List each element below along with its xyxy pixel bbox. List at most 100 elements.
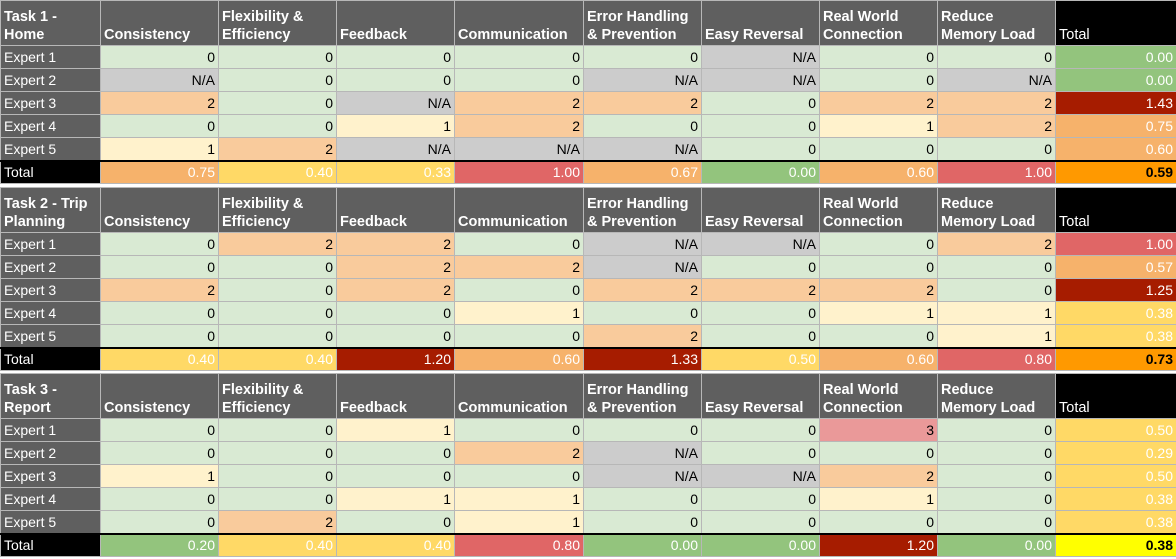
score-cell[interactable]: N/A xyxy=(454,137,584,161)
score-cell[interactable]: 2 xyxy=(937,114,1056,138)
row-total-cell[interactable]: 0.38 xyxy=(1055,301,1176,325)
score-cell[interactable]: 0 xyxy=(336,510,455,534)
score-cell[interactable]: 1 xyxy=(937,301,1056,325)
score-cell[interactable]: 2 xyxy=(100,278,219,302)
row-total-cell[interactable]: 0.38 xyxy=(1055,487,1176,511)
score-cell[interactable]: 0 xyxy=(819,255,938,279)
score-cell[interactable]: 0 xyxy=(583,487,702,511)
score-cell[interactable]: N/A xyxy=(100,68,219,92)
score-cell[interactable]: 2 xyxy=(819,278,938,302)
score-cell[interactable]: 2 xyxy=(819,464,938,488)
score-cell[interactable]: 0 xyxy=(701,510,820,534)
row-total-cell[interactable]: 0.60 xyxy=(1055,137,1176,161)
score-cell[interactable]: 0 xyxy=(454,68,584,92)
score-cell[interactable]: 2 xyxy=(454,441,584,465)
score-cell[interactable]: 1 xyxy=(819,301,938,325)
score-cell[interactable]: 0 xyxy=(454,45,584,69)
score-cell[interactable]: 0 xyxy=(937,255,1056,279)
score-cell[interactable]: 0 xyxy=(937,464,1056,488)
column-total-cell[interactable]: 1.20 xyxy=(819,532,938,557)
score-cell[interactable]: 2 xyxy=(937,232,1056,256)
score-cell[interactable]: 0 xyxy=(701,255,820,279)
score-cell[interactable]: 2 xyxy=(583,324,702,348)
column-total-cell[interactable]: 0.00 xyxy=(701,159,820,184)
column-total-cell[interactable]: 0.67 xyxy=(583,159,702,184)
score-cell[interactable]: 0 xyxy=(100,418,219,442)
score-cell[interactable]: 0 xyxy=(218,278,337,302)
score-cell[interactable]: 2 xyxy=(937,91,1056,115)
column-total-cell[interactable]: 1.00 xyxy=(937,159,1056,184)
column-total-cell[interactable]: 0.40 xyxy=(336,532,455,557)
score-cell[interactable]: N/A xyxy=(583,137,702,161)
score-cell[interactable]: 0 xyxy=(454,418,584,442)
column-total-cell[interactable]: 0.00 xyxy=(937,532,1056,557)
score-cell[interactable]: 0 xyxy=(218,464,337,488)
score-cell[interactable]: 0 xyxy=(218,91,337,115)
row-total-cell[interactable]: 0.00 xyxy=(1055,68,1176,92)
score-cell[interactable]: 0 xyxy=(336,441,455,465)
score-cell[interactable]: 0 xyxy=(100,510,219,534)
column-total-cell[interactable]: 0.33 xyxy=(336,159,455,184)
score-cell[interactable]: 2 xyxy=(336,255,455,279)
grand-total-cell[interactable]: 0.59 xyxy=(1055,159,1176,184)
column-total-cell[interactable]: 0.20 xyxy=(100,532,219,557)
score-cell[interactable]: 0 xyxy=(583,510,702,534)
score-cell[interactable]: 0 xyxy=(701,91,820,115)
score-cell[interactable]: N/A xyxy=(336,137,455,161)
score-cell[interactable]: 0 xyxy=(937,278,1056,302)
column-total-cell[interactable]: 0.40 xyxy=(218,532,337,557)
score-cell[interactable]: 0 xyxy=(454,464,584,488)
score-cell[interactable]: 2 xyxy=(218,137,337,161)
score-cell[interactable]: 0 xyxy=(701,418,820,442)
score-cell[interactable]: N/A xyxy=(583,255,702,279)
column-total-cell[interactable]: 0.00 xyxy=(583,532,702,557)
score-cell[interactable]: 2 xyxy=(336,232,455,256)
score-cell[interactable]: 0 xyxy=(336,464,455,488)
score-cell[interactable]: N/A xyxy=(583,441,702,465)
row-total-cell[interactable]: 1.43 xyxy=(1055,91,1176,115)
score-cell[interactable]: 2 xyxy=(218,232,337,256)
row-total-cell[interactable]: 0.57 xyxy=(1055,255,1176,279)
score-cell[interactable]: 0 xyxy=(701,114,820,138)
score-cell[interactable]: 0 xyxy=(100,114,219,138)
row-total-cell[interactable]: 0.50 xyxy=(1055,418,1176,442)
score-cell[interactable]: 0 xyxy=(819,45,938,69)
score-cell[interactable]: N/A xyxy=(937,68,1056,92)
row-total-cell[interactable]: 1.00 xyxy=(1055,232,1176,256)
score-cell[interactable]: 0 xyxy=(218,301,337,325)
score-cell[interactable]: 0 xyxy=(454,324,584,348)
score-cell[interactable]: 2 xyxy=(583,91,702,115)
score-cell[interactable]: 0 xyxy=(819,324,938,348)
score-cell[interactable]: 0 xyxy=(218,324,337,348)
score-cell[interactable]: 0 xyxy=(336,301,455,325)
score-cell[interactable]: 0 xyxy=(937,137,1056,161)
score-cell[interactable]: 0 xyxy=(701,441,820,465)
score-cell[interactable]: 0 xyxy=(218,114,337,138)
score-cell[interactable]: 0 xyxy=(100,232,219,256)
row-total-cell[interactable]: 1.25 xyxy=(1055,278,1176,302)
score-cell[interactable]: 2 xyxy=(701,278,820,302)
score-cell[interactable]: 0 xyxy=(454,278,584,302)
score-cell[interactable]: 0 xyxy=(218,441,337,465)
score-cell[interactable]: 0 xyxy=(583,418,702,442)
column-total-cell[interactable]: 0.00 xyxy=(701,532,820,557)
score-cell[interactable]: 0 xyxy=(819,441,938,465)
grand-total-cell[interactable]: 0.38 xyxy=(1055,532,1176,557)
score-cell[interactable]: 0 xyxy=(100,255,219,279)
row-total-cell[interactable]: 0.75 xyxy=(1055,114,1176,138)
column-total-cell[interactable]: 0.80 xyxy=(454,532,584,557)
score-cell[interactable]: N/A xyxy=(701,45,820,69)
score-cell[interactable]: 0 xyxy=(336,45,455,69)
column-total-cell[interactable]: 0.60 xyxy=(819,159,938,184)
row-total-cell[interactable]: 0.00 xyxy=(1055,45,1176,69)
score-cell[interactable]: 0 xyxy=(583,114,702,138)
column-total-cell[interactable]: 0.75 xyxy=(100,159,219,184)
column-total-cell[interactable]: 0.40 xyxy=(218,346,337,371)
score-cell[interactable]: 0 xyxy=(100,45,219,69)
score-cell[interactable]: 1 xyxy=(454,487,584,511)
score-cell[interactable]: 3 xyxy=(819,418,938,442)
score-cell[interactable]: 0 xyxy=(701,487,820,511)
score-cell[interactable]: 0 xyxy=(819,510,938,534)
score-cell[interactable]: 1 xyxy=(819,114,938,138)
score-cell[interactable]: 2 xyxy=(100,91,219,115)
